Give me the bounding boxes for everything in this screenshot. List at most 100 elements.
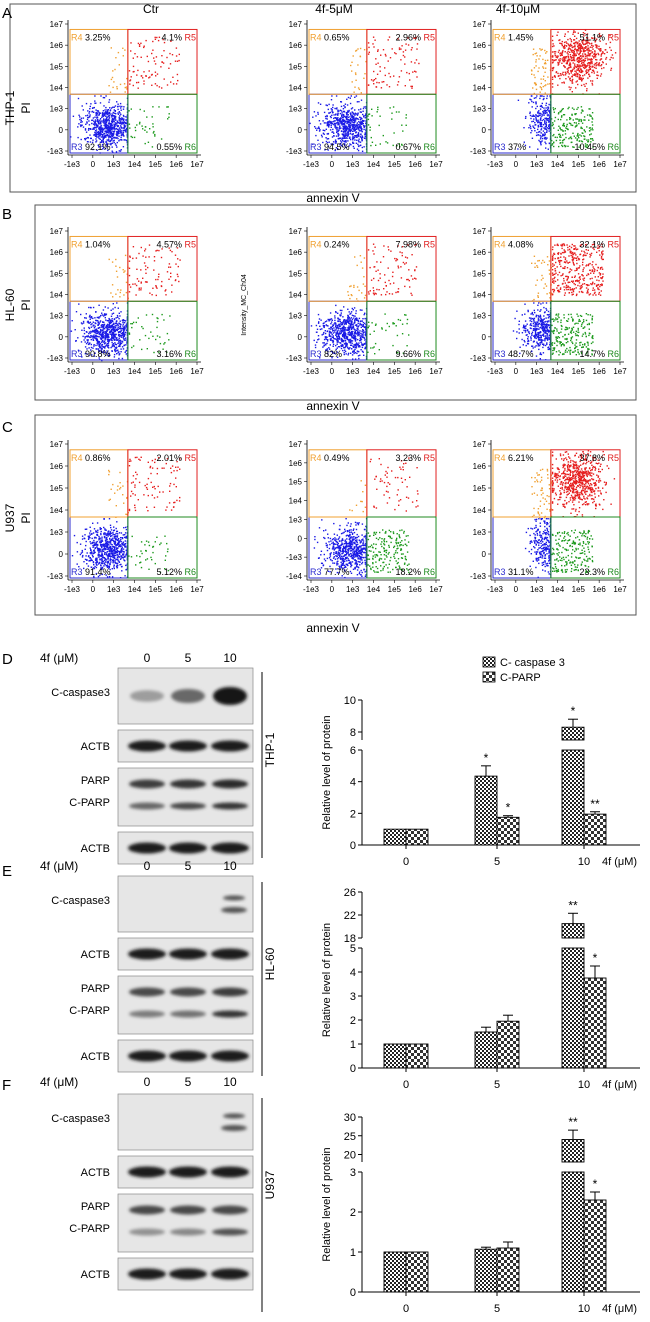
cell-dot — [107, 336, 109, 339]
cell-dot — [80, 121, 82, 123]
cell-dot — [140, 289, 142, 291]
cell-dot — [116, 131, 118, 133]
cell-dot — [533, 82, 536, 84]
y-tick-label: 1e6 — [473, 41, 487, 50]
cell-dot — [358, 346, 360, 348]
cell-dot — [103, 323, 106, 326]
cell-dot — [154, 83, 157, 85]
cell-dot — [591, 118, 594, 120]
cell-dot — [540, 141, 542, 143]
cell-dot — [578, 77, 580, 79]
cell-dot — [330, 108, 332, 110]
cell-dot — [108, 122, 110, 124]
cell-dot — [577, 68, 580, 70]
cell-dot — [94, 116, 96, 118]
cell-dot — [584, 53, 586, 55]
cell-dot — [595, 63, 597, 65]
cell-dot — [331, 357, 333, 359]
cell-dot — [568, 106, 570, 109]
cell-dot — [361, 136, 364, 138]
x-tick-label: 1e3 — [530, 367, 544, 376]
cell-dot — [547, 110, 550, 112]
cell-dot — [107, 131, 109, 134]
cell-dot — [542, 124, 545, 126]
cell-dot — [553, 111, 555, 113]
cell-dot — [317, 139, 319, 141]
cell-dot — [89, 134, 91, 136]
cell-dot — [543, 98, 545, 100]
cell-dot — [364, 133, 366, 135]
cell-dot — [540, 129, 542, 131]
cell-dot — [110, 107, 113, 109]
cell-dot — [160, 256, 163, 259]
cell-dot — [385, 285, 387, 287]
cell-dot — [340, 337, 343, 340]
cell-dot — [119, 291, 121, 294]
cell-dot — [115, 321, 118, 323]
cell-dot — [375, 293, 377, 295]
cell-dot — [569, 122, 572, 125]
cell-dot — [120, 334, 122, 337]
cell-dot — [596, 74, 598, 76]
cell-dot — [317, 127, 319, 130]
cell-dot — [586, 88, 588, 90]
cell-dot — [573, 66, 575, 69]
cell-dot — [595, 67, 597, 69]
cell-dot — [365, 342, 367, 344]
cell-dot — [123, 106, 125, 108]
cell-dot — [108, 85, 110, 87]
cell-dot — [399, 251, 401, 253]
cell-dot — [100, 326, 103, 328]
cell-dot — [605, 56, 608, 59]
cell-dot — [380, 294, 383, 296]
cell-dot — [537, 328, 539, 330]
cell-dot — [336, 128, 338, 131]
cell-dot — [597, 74, 599, 77]
cell-dot — [592, 139, 594, 141]
cell-dot — [546, 137, 548, 139]
cell-dot — [101, 345, 103, 347]
cell-dot — [540, 340, 543, 342]
cell-dot — [327, 350, 329, 352]
cell-dot — [128, 110, 130, 112]
cell-dot — [376, 111, 378, 113]
cell-dot — [603, 53, 606, 55]
cell-dot — [348, 348, 350, 350]
cell-dot — [556, 55, 558, 57]
cell-dot — [359, 354, 361, 356]
cell-dot — [87, 116, 90, 119]
cell-dot — [589, 54, 591, 56]
cell-dot — [355, 317, 357, 320]
cell-dot — [599, 49, 601, 51]
cell-dot — [402, 352, 405, 354]
cell-dot — [99, 343, 101, 345]
cell-dot — [568, 86, 570, 88]
cell-dot — [556, 34, 558, 36]
cell-dot — [356, 134, 358, 136]
cell-dot — [101, 343, 103, 346]
cell-dot — [350, 120, 352, 122]
cell-dot — [587, 52, 589, 54]
cell-dot — [78, 303, 80, 305]
cell-dot — [360, 130, 362, 132]
cell-dot — [332, 104, 334, 106]
cell-dot — [326, 115, 328, 118]
cell-dot — [536, 55, 538, 57]
cell-dot — [94, 134, 96, 136]
cell-dot — [587, 77, 589, 79]
cell-dot — [126, 88, 128, 90]
cell-dot — [98, 343, 101, 346]
cell-dot — [357, 331, 359, 334]
cell-dot — [397, 318, 400, 321]
gate-label: R4 1.45% — [494, 32, 534, 42]
cell-dot — [108, 120, 110, 122]
cell-dot — [347, 347, 349, 349]
cell-dot — [379, 66, 381, 68]
cell-dot — [545, 104, 547, 107]
cell-dot — [145, 314, 148, 316]
cell-dot — [387, 246, 389, 248]
y-tick-label: 1e5 — [289, 269, 303, 278]
cell-dot — [540, 142, 542, 144]
plot-title: 4f-5μM — [315, 2, 353, 16]
cell-dot — [326, 141, 329, 144]
